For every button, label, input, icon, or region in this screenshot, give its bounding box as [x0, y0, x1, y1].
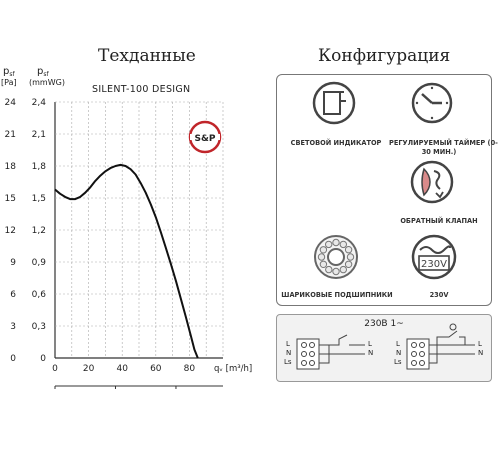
bearing-ball	[344, 260, 353, 268]
y-tick-pa: 18	[5, 162, 17, 172]
terminal-label-l-left: L	[286, 340, 290, 348]
line-label-l-right: L	[478, 340, 482, 348]
bearing-ball	[319, 260, 328, 268]
x-tick-m3h: 40	[116, 364, 128, 374]
y-tick-mmwg: 1,8	[32, 162, 47, 172]
configuration-title: Конфигурация	[318, 46, 451, 66]
wiring-title: 230В 1~	[364, 319, 404, 329]
y-tick-mmwg: 0	[40, 354, 46, 364]
y-axis-label-pa: psf	[3, 66, 15, 78]
y-tick-mmwg: 2,4	[32, 98, 47, 108]
bearing-ball	[325, 240, 333, 249]
sp-logo-band	[190, 134, 220, 140]
y-axis-label-mmwg: psf	[37, 66, 49, 78]
bearing-ball	[319, 246, 328, 254]
line-label-l-left: L	[368, 340, 372, 348]
bearing-ball	[317, 253, 326, 261]
voltage-icon: 230V	[411, 234, 457, 280]
y-axis-unit-mmwg: (mmWG)	[29, 78, 65, 87]
x-axis-label-m3h: qᵥ [m³/h]	[214, 364, 252, 374]
config-label-ball-bearing: ШАРИКОВЫЕ ПОДШИПНИКИ	[281, 291, 393, 299]
chart-title: SILENT-100 DESIGN	[92, 84, 190, 95]
y-tick-pa: 21	[5, 130, 16, 140]
configuration-panel: СВЕТОВОЙ ИНДИКАТОР РЕГУЛИРУЕМЫЙ ТАЙМЕР (…	[276, 74, 498, 306]
bearing-ball	[332, 267, 340, 276]
bearing-ball	[339, 240, 347, 249]
y-tick-pa: 3	[10, 322, 16, 332]
y-tick-pa: 15	[5, 194, 16, 204]
x-tick-m3h: 20	[83, 364, 95, 374]
light-indicator-icon	[312, 81, 356, 125]
x-tick-m3h: 80	[184, 364, 196, 374]
y-tick-pa: 12	[5, 226, 16, 236]
terminal-label-l-right: L	[396, 340, 400, 348]
config-label-timer-1: РЕГУЛИРУЕМЫЙ ТАЙМЕР (0-	[389, 139, 498, 147]
config-label-check-valve: ОБРАТНЫЙ КЛАПАН	[400, 217, 478, 225]
bearing-ball	[339, 265, 347, 274]
check-valve-icon	[410, 160, 454, 204]
terminal-label-ls-right: Ls	[394, 358, 402, 366]
y-tick-mmwg: 0,3	[32, 322, 46, 332]
wiring-diagram-panel: 230В 1~ L N Ls L N L N Ls L N	[276, 314, 492, 382]
terminal-label-n-right: N	[396, 349, 402, 357]
line-label-n-left: N	[368, 349, 374, 357]
y-tick-pa: 9	[10, 258, 16, 268]
config-label-light-indicator: СВЕТОВОЙ ИНДИКАТОР	[290, 139, 382, 147]
ball-bearing-icon	[314, 235, 358, 279]
performance-chart: 24 21 18 15 12 9 6 3 0 2,4 2,1 1,8 1,5 1,2 0,9 0,6 0,3 0 p…	[1, 66, 252, 389]
y-tick-mmwg: 0,9	[32, 258, 47, 268]
terminal-label-n-left: N	[286, 349, 292, 357]
tech-data-title: Техданные	[98, 46, 196, 66]
wiring-diagram	[296, 323, 475, 370]
y-tick-pa: 6	[10, 290, 16, 300]
voltage-icon-text: 230V	[421, 259, 447, 270]
bearing-ball	[344, 246, 353, 254]
sp-logo-text: S&P	[195, 134, 216, 144]
line-label-n-right: N	[478, 349, 484, 357]
y-tick-mmwg: 1,5	[32, 194, 46, 204]
bearing-ball	[325, 265, 333, 274]
x-tick-m3h: 60	[150, 364, 162, 374]
terminal-label-ls-left: Ls	[284, 358, 292, 366]
y-tick-pa: 0	[10, 354, 16, 364]
config-label-voltage: 230V	[429, 291, 449, 299]
y-tick-mmwg: 2,1	[32, 130, 46, 140]
y-tick-mmwg: 0,6	[32, 290, 47, 300]
y-tick-mmwg: 1,2	[32, 226, 46, 236]
x-tick-m3h: 0	[52, 364, 58, 374]
bearing-ball	[346, 253, 355, 261]
timer-icon	[411, 82, 453, 124]
config-label-timer-2: 30 МИН.)	[421, 148, 457, 156]
y-axis-unit-pa: [Pa]	[1, 78, 17, 87]
performance-curve	[54, 163, 199, 359]
y-tick-pa: 24	[5, 98, 17, 108]
bearing-ball	[332, 238, 340, 247]
